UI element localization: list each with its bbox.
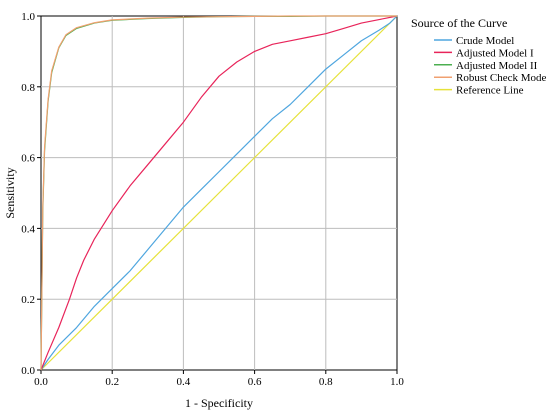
x-tick-label: 0.0 [34, 376, 48, 388]
x-tick-label: 0.8 [319, 376, 333, 388]
series-line-robust-check-mode [40, 15, 397, 371]
y-tick-label: 0.0 [21, 365, 35, 377]
y-tick-label: 0.2 [21, 294, 35, 306]
y-tick-label: 0.6 [21, 153, 35, 165]
x-axis-ticks: 0.0 0.2 0.4 0.6 0.8 1.0 [34, 370, 404, 388]
legend-label-adjusted-model-i: Adjusted Model I [456, 47, 534, 59]
series-line-reference-line [40, 15, 398, 371]
x-tick-label: 1.0 [390, 376, 404, 388]
x-tick-label: 0.2 [105, 376, 119, 388]
legend-label-crude-model: Crude Model [456, 35, 514, 47]
x-tick-label: 0.6 [248, 376, 262, 388]
legend-label-robust-check-mode: Robust Check Mode [456, 72, 547, 84]
legend-title: Source of the Curve [411, 16, 507, 30]
series-lines [40, 15, 398, 371]
y-tick-label: 0.8 [21, 82, 35, 94]
y-tick-label: 1.0 [21, 11, 35, 23]
y-tick-label: 0.4 [21, 223, 35, 235]
x-axis-label: 1 - Specificity [185, 396, 253, 410]
y-axis-ticks: 0.0 0.2 0.4 0.6 0.8 1.0 [21, 11, 41, 377]
series-line-crude-model [40, 15, 398, 371]
legend-label-reference-line: Reference Line [456, 85, 524, 97]
grid-lines [41, 16, 397, 370]
x-tick-label: 0.4 [177, 376, 191, 388]
series-line-adjusted-model-i [40, 15, 398, 371]
legend-label-adjusted-model-ii: Adjusted Model II [456, 60, 538, 72]
legend: Source of the Curve Crude ModelAdjusted … [411, 16, 547, 97]
y-axis-label: Sensitivity [3, 167, 17, 218]
